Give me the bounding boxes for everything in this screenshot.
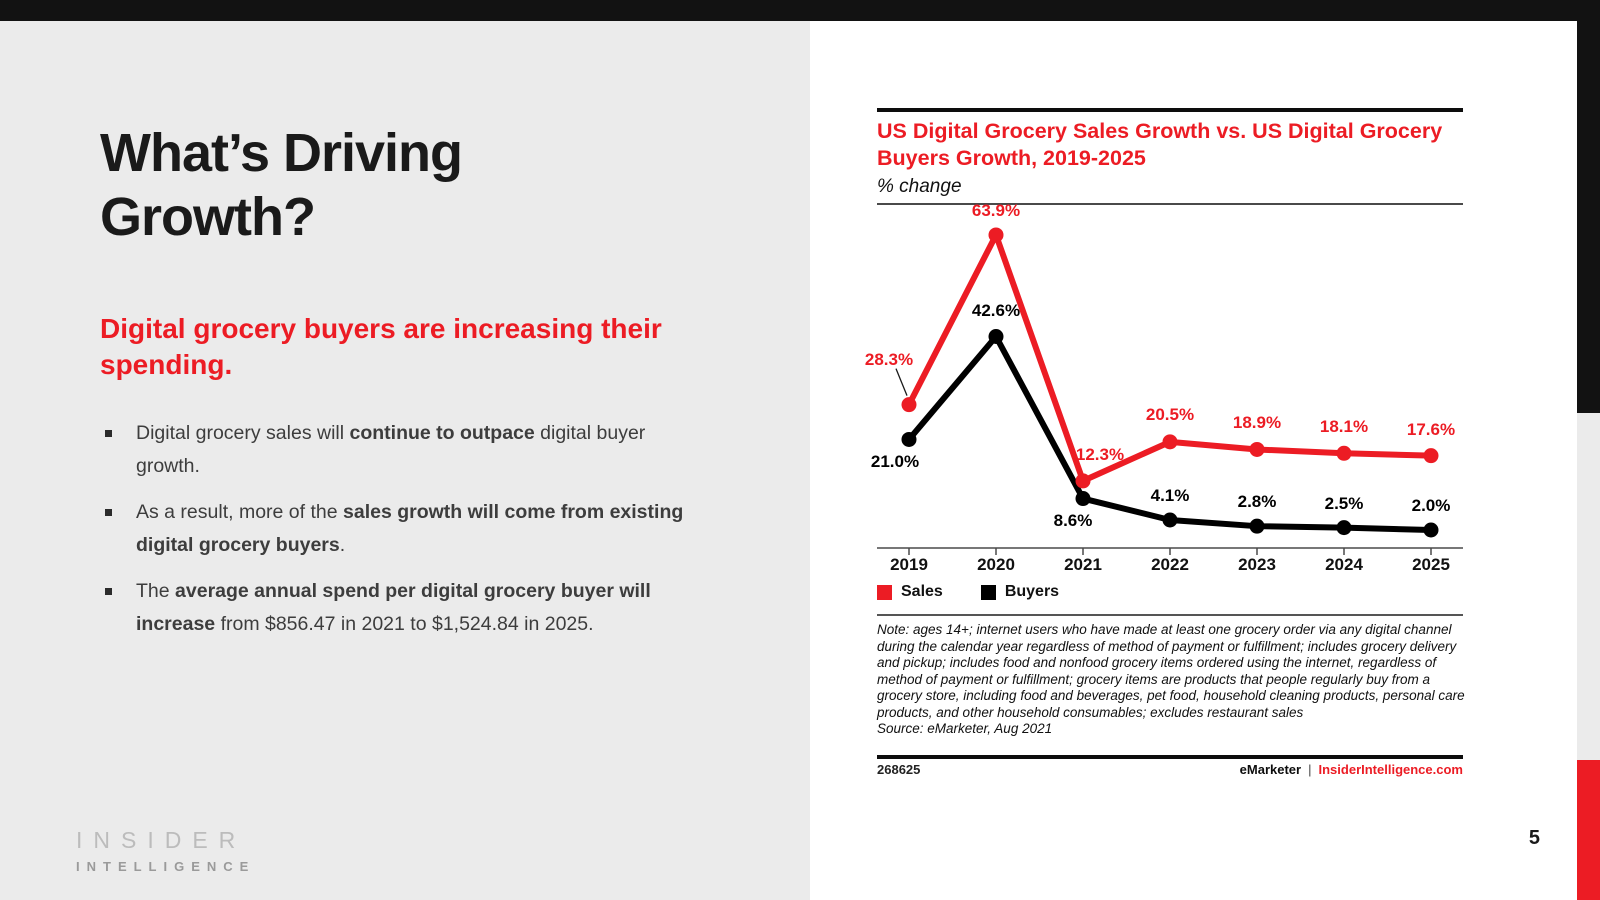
sales-data-label: 20.5% xyxy=(1145,404,1195,424)
x-axis-label: 2025 xyxy=(1412,555,1450,574)
chart-title: US Digital Grocery Sales Growth vs. US D… xyxy=(877,119,1443,170)
chart-legend: Sales Buyers xyxy=(877,583,1059,601)
sales-data-label: 28.3% xyxy=(864,349,914,369)
legend-swatch-icon xyxy=(877,584,892,600)
note-rule xyxy=(877,614,1463,616)
brand-site-link: InsiderIntelligence.com xyxy=(1318,762,1464,777)
x-axis-label: 2019 xyxy=(890,555,928,574)
buyers-data-point xyxy=(1336,520,1352,536)
chart-top-rule xyxy=(877,108,1463,112)
page-title: What’s Driving Growth? xyxy=(100,123,463,247)
sales-data-point xyxy=(1162,434,1178,450)
legend-swatch-icon xyxy=(980,584,996,600)
chart-source: Source: eMarketer, Aug 2021 xyxy=(877,721,1053,736)
sales-data-label: 63.9% xyxy=(971,200,1021,220)
line-chart-plot xyxy=(877,227,1463,555)
chart-subtitle-rule xyxy=(877,203,1463,205)
sales-data-point xyxy=(988,227,1004,243)
chart-note: Note: ages 14+; internet users who have … xyxy=(877,622,1469,738)
bullet-item: As a result, more of the sales growth wi… xyxy=(103,496,703,562)
bullet-square-icon xyxy=(105,430,112,437)
sales-data-point xyxy=(1075,473,1091,489)
bullet-square-icon xyxy=(105,588,112,595)
bullet-item: Digital grocery sales will continue to o… xyxy=(103,417,703,483)
sales-data-point xyxy=(901,397,917,413)
chart-footer: 268625 eMarketer | InsiderIntelligence.c… xyxy=(877,762,1463,777)
buyers-data-point xyxy=(1075,491,1091,507)
bullet-text: Digital grocery sales will continue to o… xyxy=(136,422,646,477)
left-panel: What’s Driving Growth? Digital grocery b… xyxy=(0,21,810,900)
buyers-data-label: 4.1% xyxy=(1150,485,1190,505)
sales-data-point xyxy=(1423,448,1439,464)
x-axis-label: 2022 xyxy=(1151,555,1189,574)
bullet-text: As a result, more of the sales growth wi… xyxy=(136,501,684,556)
buyers-data-point xyxy=(1423,522,1439,538)
buyers-data-point xyxy=(988,329,1004,345)
x-axis-label: 2023 xyxy=(1238,555,1276,574)
top-bar xyxy=(0,0,1600,21)
buyers-data-label: 8.6% xyxy=(1053,510,1093,530)
buyers-data-point xyxy=(901,431,917,447)
chart-id: 268625 xyxy=(877,762,921,777)
chart-panel: US Digital Grocery Sales Growth vs. US D… xyxy=(810,21,1577,900)
footer-brand-group: eMarketer | InsiderIntelligence.com xyxy=(1240,762,1463,777)
buyers-data-point xyxy=(1162,512,1178,528)
page-number: 5 xyxy=(1528,827,1540,849)
right-strip-gray xyxy=(1577,413,1600,760)
logo-line2: INTELLIGENCE xyxy=(76,859,256,874)
bullet-text: The average annual spend per digital gro… xyxy=(136,580,651,635)
footer-separator: | xyxy=(1308,762,1312,777)
brand-emarketer: eMarketer xyxy=(1239,762,1302,777)
logo-line1: INSIDER xyxy=(76,827,247,853)
bullet-square-icon xyxy=(105,509,112,516)
buyers-data-label: 2.8% xyxy=(1237,492,1277,512)
buyers-data-label: 2.0% xyxy=(1411,496,1451,515)
bullet-list: Digital grocery sales will continue to o… xyxy=(103,417,703,654)
sales-data-point xyxy=(1249,441,1265,457)
leader-line xyxy=(895,368,908,396)
buyers-data-label: 2.5% xyxy=(1324,493,1364,513)
buyers-data-label: 21.0% xyxy=(870,452,920,472)
bullet-item: The average annual spend per digital gro… xyxy=(103,575,703,641)
x-axis-label: 2024 xyxy=(1325,555,1363,574)
chart-subtitle: % change xyxy=(877,176,962,197)
x-axis-label: 2021 xyxy=(1064,555,1102,574)
sales-data-label: 17.6% xyxy=(1406,419,1456,439)
insider-intelligence-logo: INSIDER INTELLIGENCE xyxy=(76,827,255,874)
note-text: Note: ages 14+; internet users who have … xyxy=(877,622,1465,720)
buyers-data-label: 42.6% xyxy=(971,300,1021,320)
legend-label: Buyers xyxy=(1004,583,1060,600)
legend-item-buyers: Buyers xyxy=(980,583,1060,601)
right-strip-red xyxy=(1577,760,1600,900)
legend-item-sales: Sales xyxy=(877,583,943,601)
sales-data-point xyxy=(1336,445,1352,461)
buyers-data-point xyxy=(1249,518,1265,534)
x-axis-label: 2020 xyxy=(977,555,1015,574)
legend-label: Sales xyxy=(901,583,943,600)
right-strip-black xyxy=(1577,0,1600,413)
sales-data-label: 12.3% xyxy=(1075,444,1125,464)
slide-subtitle: Digital grocery buyers are increasing th… xyxy=(100,313,662,380)
sales-data-label: 18.9% xyxy=(1232,413,1282,433)
sales-data-label: 18.1% xyxy=(1319,417,1369,437)
footer-rule xyxy=(877,755,1463,759)
